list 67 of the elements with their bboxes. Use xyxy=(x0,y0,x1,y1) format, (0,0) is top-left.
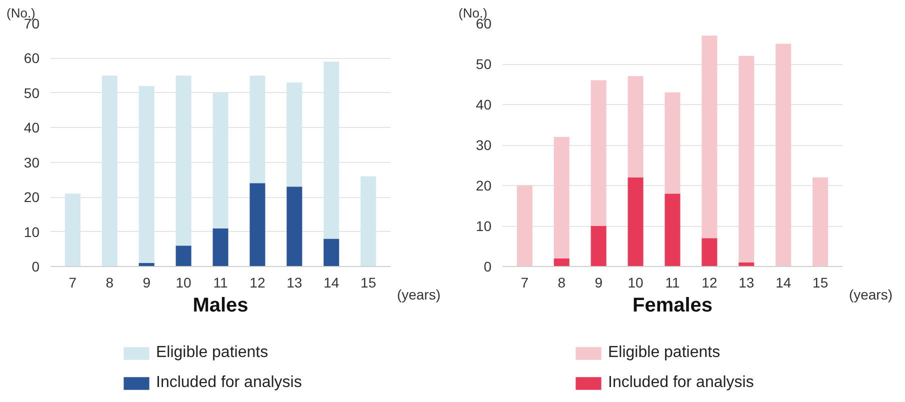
bar xyxy=(590,226,606,266)
bar xyxy=(812,177,828,266)
x-tick-label: 9 xyxy=(594,274,603,290)
bar xyxy=(516,186,532,266)
bar xyxy=(776,44,792,266)
y-tick-label: 20 xyxy=(476,178,492,194)
x-axis-title: (years) xyxy=(396,286,441,302)
y-tick-label: 50 xyxy=(476,56,492,72)
bar xyxy=(176,76,192,246)
bar xyxy=(324,62,340,239)
x-tick-label: 9 xyxy=(142,274,151,290)
y-tick-label: 30 xyxy=(476,137,492,153)
legend-label: Eligible patients xyxy=(156,344,268,362)
y-tick-label: 10 xyxy=(476,218,492,234)
x-tick-label: 11 xyxy=(213,274,228,290)
y-tick-label: 40 xyxy=(24,120,40,136)
bar xyxy=(628,76,644,178)
y-tick-label: 60 xyxy=(24,50,40,66)
x-tick-label: 8 xyxy=(106,274,114,290)
bar xyxy=(554,258,570,266)
text: Males xyxy=(192,294,248,316)
x-tick-label: 10 xyxy=(628,274,644,290)
y-tick-label: 20 xyxy=(24,189,40,206)
y-tick-label: 40 xyxy=(476,96,492,112)
bar xyxy=(286,186,302,266)
bar xyxy=(738,56,754,262)
y-tick-label: 10 xyxy=(24,224,40,240)
x-tick-label: 11 xyxy=(665,274,680,290)
x-tick-label: 14 xyxy=(324,274,340,290)
y-tick-label: 50 xyxy=(24,84,40,101)
bar xyxy=(590,80,606,226)
bar xyxy=(702,238,718,266)
bar xyxy=(554,136,570,258)
x-tick-label: 15 xyxy=(812,274,828,290)
bar xyxy=(324,238,340,266)
bar xyxy=(102,76,118,266)
x-tick-label: 12 xyxy=(702,274,718,290)
x-tick-label: 10 xyxy=(176,274,192,290)
y-tick-label: 30 xyxy=(24,154,40,170)
x-tick-label: 15 xyxy=(360,274,376,290)
bar xyxy=(702,36,718,238)
bar xyxy=(138,86,154,264)
y-tick-label: 0 xyxy=(32,258,40,274)
bar xyxy=(212,92,228,228)
bar xyxy=(250,76,266,184)
bar xyxy=(628,177,644,266)
x-tick-label: 13 xyxy=(286,274,302,290)
x-tick-label: 8 xyxy=(558,274,566,290)
text: Females xyxy=(632,294,713,316)
bar xyxy=(360,176,376,266)
bar xyxy=(286,82,302,187)
x-tick-label: 7 xyxy=(520,274,529,290)
bar xyxy=(212,228,228,266)
bar xyxy=(176,246,192,266)
bar xyxy=(64,194,80,266)
legend-label: Included for analysis xyxy=(156,374,302,392)
legend-label: Eligible patients xyxy=(608,344,720,362)
legend-label: Included for analysis xyxy=(608,374,754,392)
x-tick-label: 14 xyxy=(776,274,792,290)
x-axis-title: (years) xyxy=(848,286,893,302)
bar xyxy=(664,194,680,266)
x-tick-label: 13 xyxy=(738,274,754,290)
x-tick-label: 7 xyxy=(68,274,77,290)
y-tick-label: 0 xyxy=(484,258,492,274)
bar xyxy=(664,92,680,194)
bar xyxy=(250,183,266,266)
x-tick-label: 12 xyxy=(250,274,266,290)
